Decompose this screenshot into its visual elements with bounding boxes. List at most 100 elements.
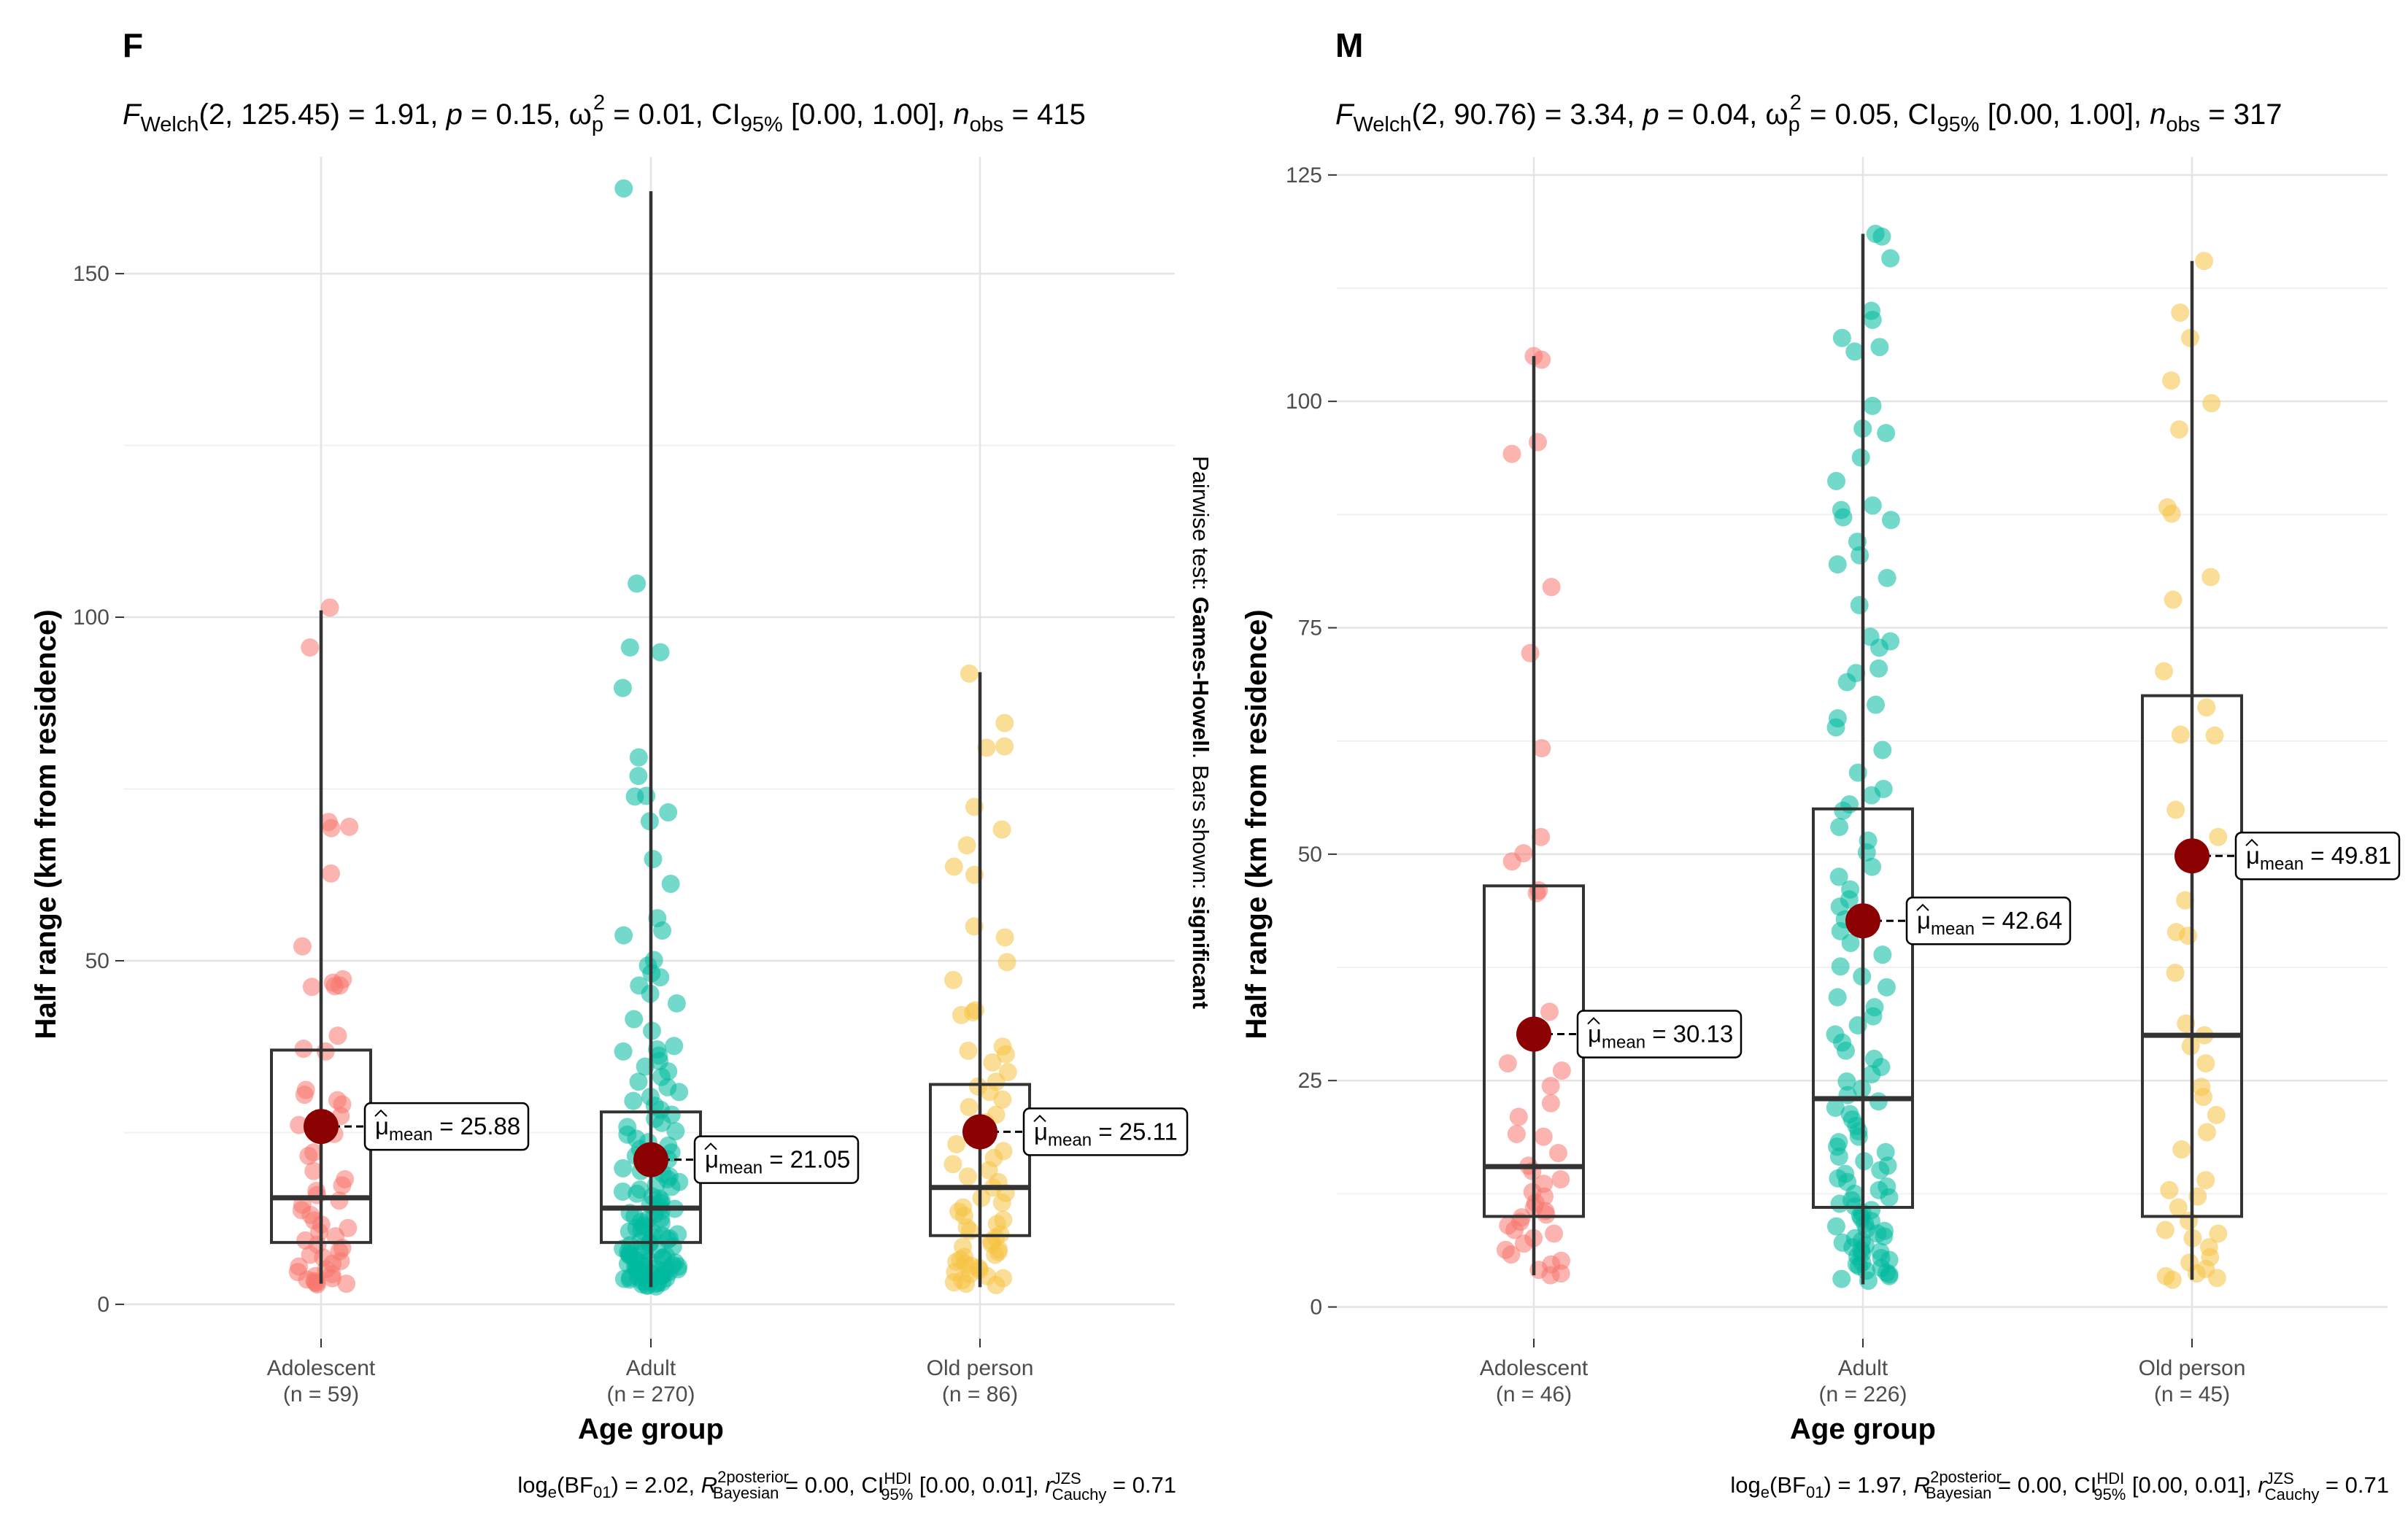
panel-f-point-old-person [995,713,1014,732]
panel-m-effsize-sup: 2 [1790,91,1802,115]
panel-m-stat-value: 3.34 [1570,98,1626,131]
panel-m-point-adult [1826,1098,1845,1117]
panel-f-point-adult [629,767,648,786]
panel-m-point-old-person [2205,726,2224,745]
panel-m-point-adolescent [1537,1205,1556,1224]
panel-m-point-adolescent [1521,643,1540,662]
panel-m-point-adult [1841,934,1860,953]
panel-m-point-adult [1828,988,1847,1007]
panel-f-mean-label-box-adult [693,1135,860,1184]
panel-f-point-adult [667,994,686,1013]
panel-f-x-tick-label-adolescent: Adolescent [267,1356,376,1380]
panel-m-y-tick-label: 0 [1310,1296,1322,1320]
panel-f-x-n-label-adult: (n = 270) [607,1382,695,1407]
panel-m-point-old-person [2169,420,2188,439]
panel-m-point-adult [1869,638,1888,657]
panel-m-subtitle: FWelch(2, 90.76) = 3.34, p = 0.04, ωp2 =… [1335,91,2282,136]
panel-f-effsize-sup: 2 [593,91,605,115]
panel-f-point-adolescent [322,864,341,883]
panel-f-n-label: n [953,98,969,131]
panel-f-x-axis-title: Age group [578,1413,724,1445]
panel-m-point-adult [1837,1041,1856,1060]
panel-m-point-adult [1863,396,1882,415]
mu-hat-symbol: μ [705,1146,719,1173]
hat-icon [2245,838,2258,846]
panel-f-r-cauchy: 0.71 [1132,1472,1176,1498]
panel-f-stat-sub: Welch [140,113,198,136]
panel-f-point-adult [614,1042,633,1061]
panel-m-point-old-person [2162,504,2181,523]
panel-f-stat-value: 1.91 [374,98,431,131]
panel-m-point-adult [1863,857,1882,876]
panel-m-effsize: 0.05 [1834,98,1891,131]
panel-m-point-adult [1878,568,1896,587]
panel-m-point-adult [1851,546,1869,565]
panel-f-point-old-person [957,836,976,855]
panel-m-mean-point-adolescent [1516,1016,1551,1052]
panel-m-point-old-person [2155,662,2174,681]
panel-f-stat-args: 2, 125.45 [209,98,331,131]
panel-m-point-adolescent [1542,578,1561,597]
panel-m-n-sub: obs [2166,113,2200,136]
panel-f-point-adult [651,968,670,987]
panel-m-point-adolescent [1502,1245,1521,1264]
panel-m-point-adult [1826,1217,1845,1236]
panel-m-point-adult [1875,1227,1894,1246]
panel-m-point-adolescent [1528,433,1547,452]
panel-m-stat-args: 2, 90.76 [1421,98,1527,131]
panel-m-point-adult [1877,978,1896,997]
panel-m-point-old-person [2179,926,2197,945]
panel-m-point-adult [1830,818,1849,837]
panel-m-mean-label-box-old-person [2234,831,2401,881]
panel-m-point-old-person [2160,1180,2179,1199]
panel-m-point-adult [1871,1161,1890,1180]
panel-m-point-adult [1867,695,1886,714]
panel-m-point-adult [1832,1269,1851,1288]
panel-f-point-adolescent [299,1146,318,1165]
panel-f-mean-point-adolescent [304,1109,339,1145]
panel-m-n-obs: 317 [2234,98,2282,131]
panel-m-means: μmean = 30.13 μmean = 42.64 μmean = 49.81 [1516,831,2401,1059]
panel-m-point-adolescent [1532,739,1551,758]
panel-m-p-value: 0.04 [1692,98,1749,131]
panel-f-point-adult [652,1113,671,1132]
panel-m-point-adult [1863,496,1882,515]
panel-f-mean-point-adult [633,1142,668,1177]
panel-m-point-adult [1880,1188,1899,1207]
mu-hat-symbol: μ [1917,907,1931,934]
panel-f-x-tick-label-old-person: Old person [927,1356,1034,1380]
panel-f-point-old-person [983,1053,1002,1072]
panel-f-box-old-person [929,1083,1031,1237]
panel-f-point-old-person [960,664,979,683]
panel-m-y-tick-label: 75 [1298,616,1322,641]
panel-m-point-old-person [2202,394,2221,413]
pairwise-note: Pairwise test: Games-Howell. Bars shown:… [1188,456,1213,1009]
pairwise-test-name: Games-Howell [1188,597,1213,753]
panel-m-point-adolescent [1541,1077,1560,1096]
panel-m-stat: F [1335,98,1355,131]
panel-m-point-adolescent [1502,444,1521,463]
panel-m-point-adult [1862,786,1881,805]
panel-m-point-adult [1830,1194,1849,1213]
panel-f-point-old-person [992,820,1011,839]
panel-f-effsize-sub: p [592,113,603,136]
panel-m-point-adult [1851,448,1870,467]
panel-f-point-adult [662,1177,681,1196]
panel-m-point-old-person [2166,963,2185,982]
panel-f-point-adult [613,678,632,697]
panel-m-point-old-person [2207,1269,2226,1288]
panel-m-point-adult [1837,1072,1856,1091]
panel-m-point-old-person [2171,303,2190,322]
panel-m-point-adult [1869,1092,1888,1111]
panel-m-ci: [0.00, 1.00] [1988,98,2134,131]
panel-f-point-adolescent [302,978,321,997]
panel-m-point-adolescent [1541,1094,1560,1113]
panel-f-point-old-person [947,1134,966,1153]
panel-f-mean-label-box-old-person [1022,1107,1189,1156]
panel-f-point-adult [614,179,633,198]
panel-f-point-adult [613,1182,632,1201]
pairwise-bars-shown: significant [1188,896,1213,1009]
panel-m-point-adult [1834,801,1853,820]
panel-f-point-adult [651,643,670,662]
